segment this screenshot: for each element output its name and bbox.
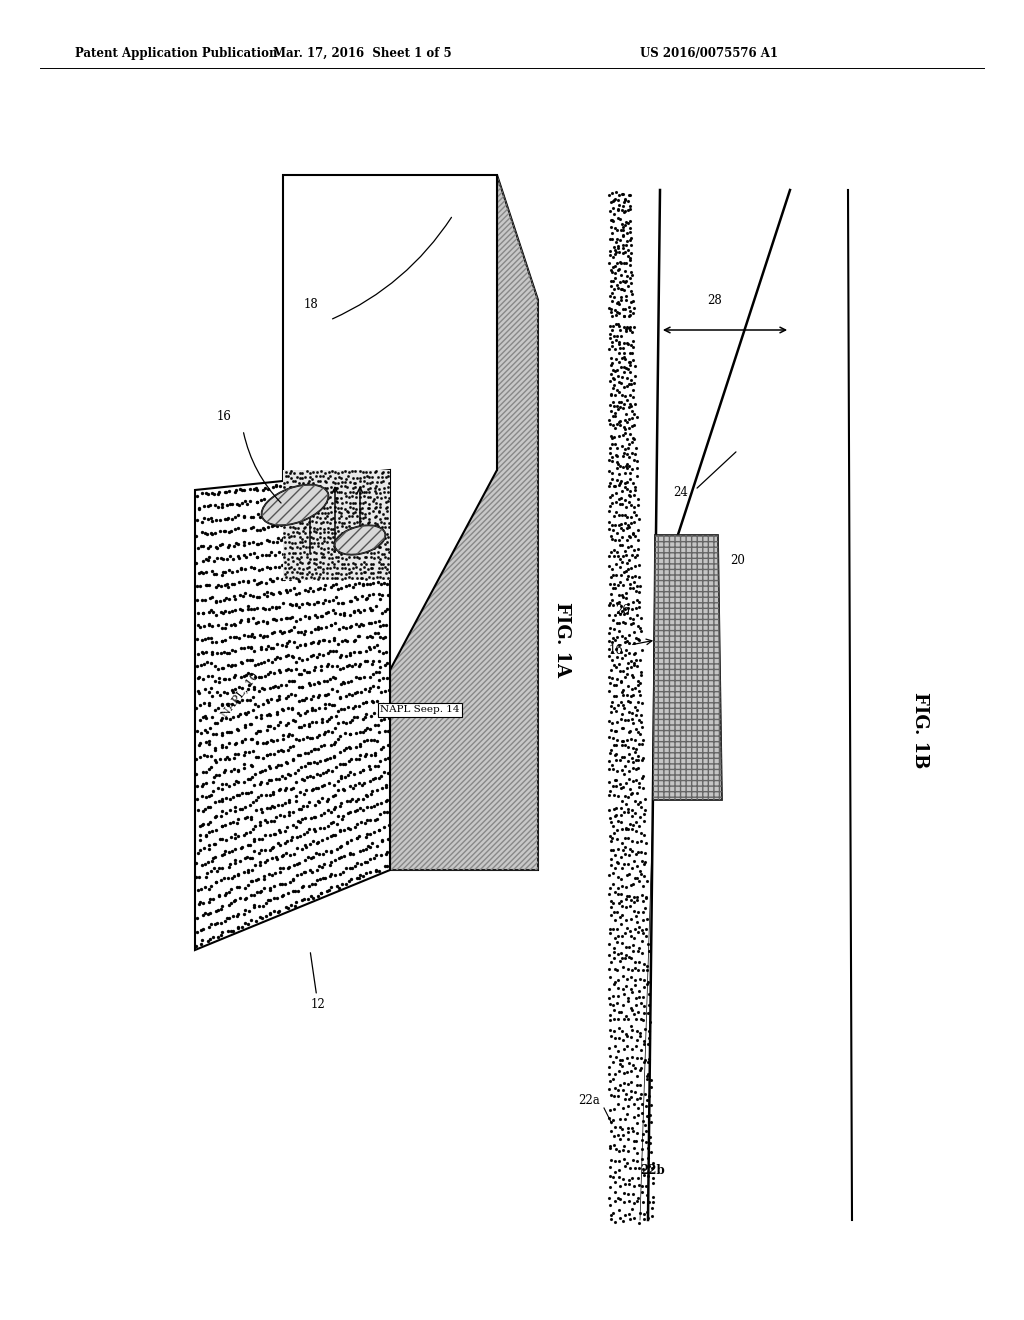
Text: 26: 26 <box>615 603 630 616</box>
Ellipse shape <box>335 525 385 554</box>
Text: FIG. 1A: FIG. 1A <box>553 602 571 677</box>
Polygon shape <box>390 176 538 870</box>
Text: 18: 18 <box>303 298 318 312</box>
Polygon shape <box>283 176 497 870</box>
Polygon shape <box>283 470 390 579</box>
Polygon shape <box>610 195 660 1220</box>
Text: 16: 16 <box>609 644 624 656</box>
Text: 12: 12 <box>310 953 326 1011</box>
Polygon shape <box>195 470 390 950</box>
Text: 16: 16 <box>217 411 232 424</box>
Text: US 2016/0075576 A1: US 2016/0075576 A1 <box>640 46 778 59</box>
Text: 22a: 22a <box>579 1093 600 1106</box>
Text: NAPL Seep. 14: NAPL Seep. 14 <box>380 705 460 714</box>
Text: FIG. 1B: FIG. 1B <box>911 692 929 768</box>
Text: Mar. 17, 2016  Sheet 1 of 5: Mar. 17, 2016 Sheet 1 of 5 <box>272 46 452 59</box>
Text: 24: 24 <box>673 487 688 499</box>
Text: 28: 28 <box>708 293 722 306</box>
Text: NAPL, 10: NAPL, 10 <box>219 671 260 719</box>
Polygon shape <box>653 535 722 800</box>
Ellipse shape <box>261 484 329 525</box>
Text: Patent Application Publication: Patent Application Publication <box>75 46 278 59</box>
Text: 22b: 22b <box>640 1163 665 1176</box>
Text: 20: 20 <box>730 553 744 566</box>
